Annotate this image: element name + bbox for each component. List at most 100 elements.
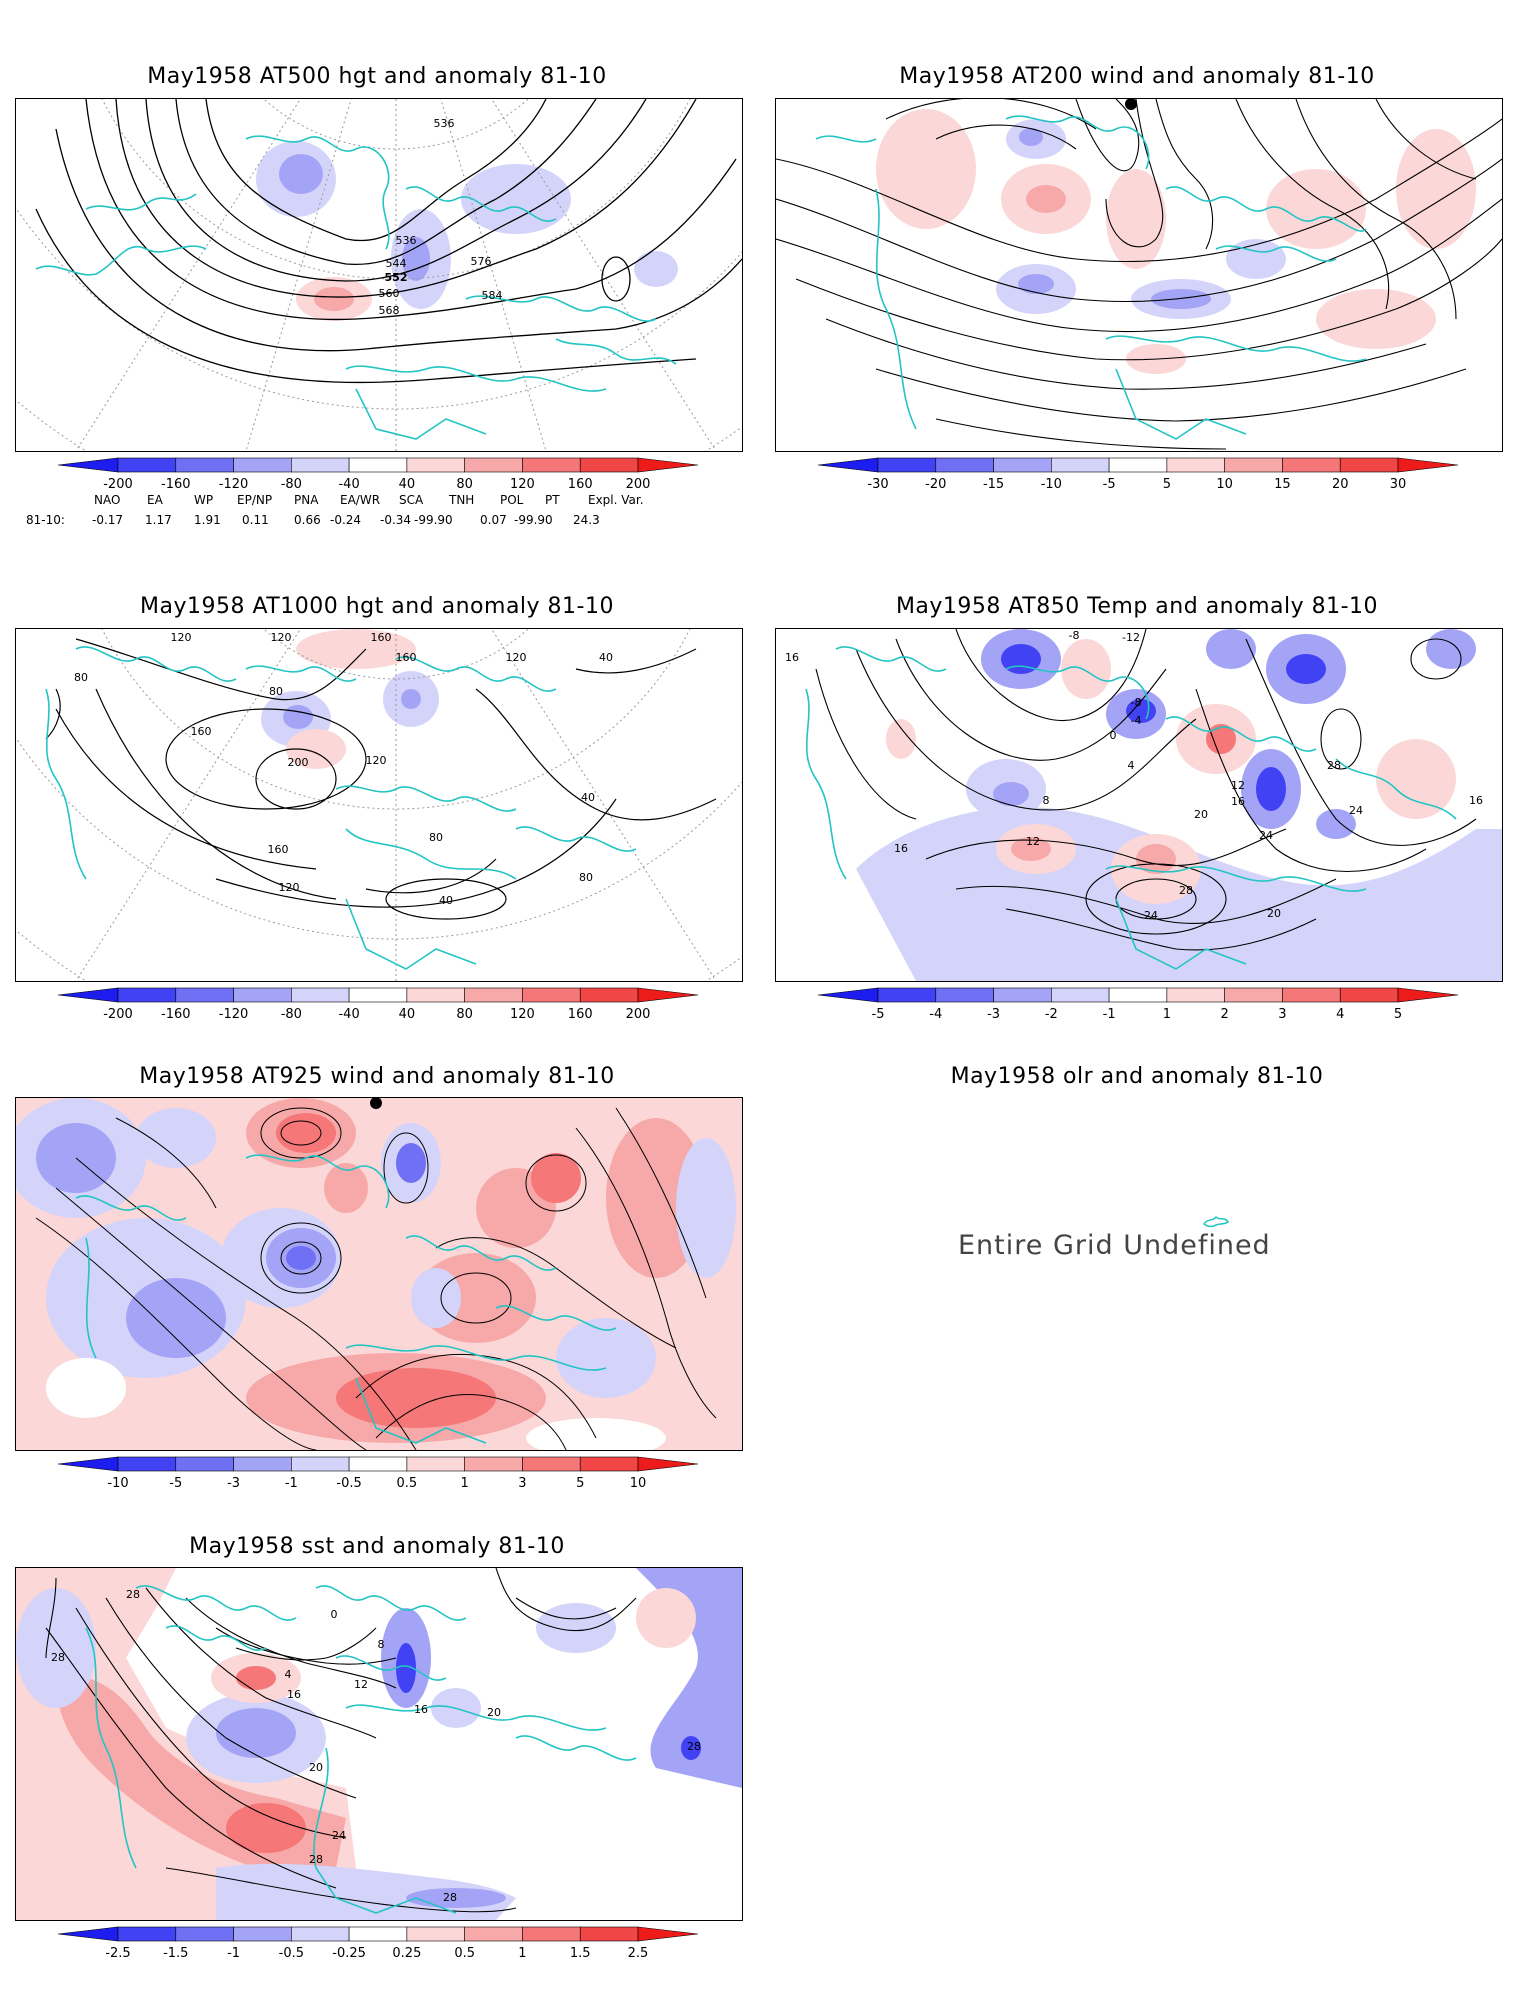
colorbar-svg: -200 -160 -120 -80 -40 40 80 120 160 200 [57,457,699,492]
index-value: -0.34 [380,513,412,527]
colorbar-segment [579,1926,639,1942]
colorbar-segment [1224,987,1283,1003]
colorbar-segment [117,457,177,473]
colorbar-segment [175,1926,234,1942]
contour-label: 16 [894,842,908,855]
colorbar-svg: -10 -5 -3 -1 -0.5 0.5 1 3 5 10 [57,1456,699,1491]
colorbar-tick-label: -10 [1041,477,1062,492]
colorbar-tick-label: 5 [1394,1007,1402,1022]
map-925wind-svg [16,1098,742,1450]
colorbar-segment [637,987,699,1003]
map-1000hgt: 120 120 160 160 80 80 160 200 120 160 12… [15,628,743,982]
colorbar-tick-label: 1 [518,1946,526,1961]
colorbar-tick-label: -80 [281,1007,302,1022]
colorbar-500hgt: -200 -160 -120 -80 -40 40 80 120 160 200 [57,457,699,492]
colorbar-segment [117,1926,177,1942]
map-500hgt: 536 536 544 552 560 568 576 584 [15,98,743,452]
colorbar-tick-label: 20 [1332,477,1349,492]
colorbar-sst: -2.5 -1.5 -1 -0.5 -0.25 0.25 0.5 1 1.5 2.5 [57,1926,699,1961]
colorbar-segment [877,457,937,473]
colorbar-segment [935,457,994,473]
contour-label: 28 [687,1740,701,1753]
index-header: NAO [94,493,121,507]
contour-label: -4 [1131,714,1142,727]
colorbar-segment [522,457,581,473]
colorbar-segment [57,987,119,1003]
colorbar-segment [175,987,234,1003]
contour-label: 80 [74,671,88,684]
map-850temp: 16 -8 -12 -8 -4 0 4 8 12 16 12 20 24 28 … [775,628,1503,982]
contour-label: 584 [482,289,503,302]
contour-label: 40 [581,791,595,804]
colorbar-segment [1051,457,1110,473]
contour-label: 4 [1128,759,1135,772]
contour-label: 20 [1194,808,1208,821]
index-header: TNH [449,493,475,507]
colorbar-tick-label: -80 [281,477,302,492]
colorbar-tick-label: -40 [338,477,359,492]
contour-label: 28 [309,1853,323,1866]
map-500hgt-svg: 536 536 544 552 560 568 576 584 [16,99,742,451]
contour-label: 120 [279,881,300,894]
colorbar-tick-label: 1 [1163,1007,1171,1022]
colorbar-tick-label: -40 [338,1007,359,1022]
panel-title-1000hgt: May1958 AT1000 hgt and anomaly 81-10 [140,594,614,619]
contour-label: 28 [1327,759,1341,772]
contour-label: 8 [1043,794,1050,807]
contour-label: 16 [414,1703,428,1716]
colorbar-tick-label: 0.5 [454,1946,475,1961]
colorbar-segment [175,1456,234,1472]
contour-label: 80 [429,831,443,844]
colorbar-tick-label: -0.25 [332,1946,366,1961]
colorbar-segment [406,1456,465,1472]
colorbar-segment [637,457,699,473]
contour-label: 560 [379,287,400,300]
colorbar-tick-label: 200 [626,1007,651,1022]
panel-title-925wind: May1958 AT925 wind and anomaly 81-10 [139,1064,615,1089]
colorbar-segment [993,987,1052,1003]
colorbar-tick-label: -120 [219,477,249,492]
colorbar-svg: -200 -160 -120 -80 -40 40 80 120 160 200 [57,987,699,1022]
olr-undefined-message: Entire Grid Undefined [958,1230,1271,1261]
contour-label: 28 [126,1588,140,1601]
colorbar-tick-label: -1 [285,1476,298,1491]
contour-label: 80 [579,871,593,884]
colorbar-segment [1397,457,1459,473]
index-header: PNA [294,493,319,507]
contour-label: 160 [191,725,212,738]
colorbar-segment [175,457,234,473]
colorbar-svg: -30 -20 -15 -10 -5 5 10 15 20 30 [817,457,1459,492]
colorbar-tick-label: -160 [161,1007,191,1022]
colorbar-tick-label: -0.5 [279,1946,304,1961]
contour-label: 16 [785,651,799,664]
contour-label: 200 [288,756,309,769]
colorbar-tick-label: -1 [1103,1007,1116,1022]
colorbar-segment [348,457,408,473]
colorbar-segment [57,457,119,473]
colorbar-segment [1339,987,1399,1003]
colorbar-segment [877,987,937,1003]
contour-label: 24 [1259,829,1273,842]
colorbar-segment [522,987,581,1003]
index-header: EA/WR [340,493,381,507]
contour-label: 16 [1469,794,1483,807]
colorbar-svg: -2.5 -1.5 -1 -0.5 -0.25 0.25 0.5 1 1.5 2.5 [57,1926,699,1961]
colorbar-1000hgt: -200 -160 -120 -80 -40 40 80 120 160 200 [57,987,699,1022]
colorbar-segment [1224,457,1283,473]
colorbar-segment [522,1926,581,1942]
index-row-label: 81-10: [26,513,65,527]
colorbar-segment [935,987,994,1003]
colorbar-segment [1166,457,1225,473]
colorbar-segment [1282,987,1341,1003]
contour-label: 24 [1349,804,1363,817]
colorbar-segment [291,1926,350,1942]
colorbar-tick-label: 160 [568,1007,593,1022]
colorbar-tick-label: -1 [227,1946,240,1961]
colorbar-segment [579,987,639,1003]
colorbar-tick-label: 15 [1274,477,1291,492]
olr-stray-mark [1203,1215,1230,1228]
colorbar-svg: -5 -4 -3 -2 -1 1 2 3 4 5 [817,987,1459,1022]
colorbar-tick-label: 4 [1336,1007,1344,1022]
index-value: -0.17 [92,513,124,527]
contour-label: 20 [487,1706,501,1719]
